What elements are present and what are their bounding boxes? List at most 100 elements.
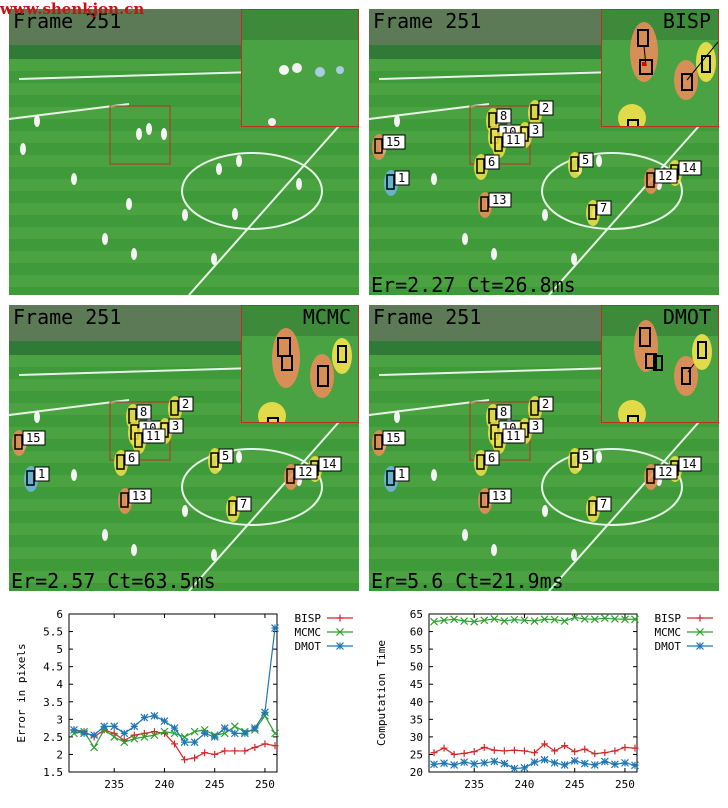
track-box (374, 434, 383, 450)
legend-label: BISP (295, 612, 322, 625)
video-panel-dmot: 15 1 8 2 10 3 11 6 13 5 7 14 12 Frame 251 DMOT Er=5.… (369, 305, 719, 591)
player (491, 248, 497, 260)
data-point (170, 724, 179, 733)
data-point (180, 738, 189, 747)
y-tick-label: 5 (56, 643, 63, 656)
player (126, 198, 132, 210)
data-point (530, 617, 539, 625)
y-axis-label: Error in pixels (15, 643, 28, 742)
data-point (211, 750, 219, 758)
data-point (171, 740, 179, 748)
x-tick-label: 240 (515, 778, 535, 791)
y-tick-label: 35 (410, 713, 423, 726)
field-line (369, 103, 490, 120)
plot-frame (68, 613, 278, 773)
y-tick-label: 2.5 (43, 731, 63, 744)
data-point (571, 748, 579, 756)
y-axis-label: Computation Time (375, 640, 388, 746)
track-id-tag: 13 (488, 192, 512, 208)
data-point (591, 750, 599, 758)
x-tick-label: 245 (205, 778, 225, 791)
y-tick-label: 20 (410, 766, 423, 779)
player (102, 529, 108, 541)
track-box (374, 138, 383, 154)
field-line (548, 404, 715, 591)
player (236, 155, 242, 167)
player (542, 505, 548, 517)
data-point (261, 708, 269, 717)
player (71, 469, 77, 481)
track-id-label: 2 (542, 397, 549, 411)
roi-box (109, 105, 171, 165)
data-point (90, 731, 99, 740)
data-point (190, 738, 199, 747)
data-point (160, 717, 169, 726)
track-box (646, 468, 655, 484)
track-id-label: 14 (682, 161, 696, 175)
track-id-tag: 3 (528, 418, 544, 434)
method-label: MCMC (302, 305, 351, 329)
player (394, 115, 400, 127)
track-id-label: 11 (506, 133, 520, 147)
track-id-label: 11 (146, 429, 160, 443)
video-panel-original: Frame 251 (9, 9, 359, 295)
error-chart: 1.5 2 2.5 3 3.5 4 4.5 5 5.5 6 235 240 245 250 Error in… (15, 608, 353, 791)
data-point (590, 615, 599, 624)
data-point (221, 747, 229, 755)
track-id-label: 3 (532, 123, 539, 137)
track-id-label: 15 (26, 431, 40, 445)
data-point (621, 615, 629, 624)
track-id-tag: 13 (488, 488, 512, 504)
track-id-tag: 13 (128, 488, 152, 504)
field-line (369, 399, 490, 416)
frame-label: Frame 251 (13, 9, 122, 33)
data-point (601, 749, 609, 757)
data-point (590, 761, 599, 769)
track-id-label: 14 (682, 457, 696, 471)
track-box (228, 500, 237, 516)
player (20, 143, 26, 155)
track-id-label: 1 (398, 171, 405, 185)
data-point (490, 614, 499, 623)
frame-label: Frame 251 (373, 9, 482, 33)
player (462, 233, 468, 245)
data-point (440, 759, 448, 768)
data-point (500, 747, 508, 755)
y-tick-label: 65 (410, 608, 423, 621)
data-point (430, 760, 438, 769)
track-box (480, 492, 489, 508)
legend-marker (336, 628, 344, 636)
data-point (600, 757, 609, 766)
data-point (450, 750, 458, 758)
player (102, 233, 108, 245)
data-point (200, 729, 209, 738)
legend-label: DMOT (295, 640, 322, 653)
frame-label: Frame 251 (13, 305, 122, 329)
track-box (646, 172, 655, 188)
data-point (560, 617, 569, 625)
data-point (130, 734, 139, 743)
track-id-tag: 11 (142, 428, 166, 444)
data-point (470, 748, 478, 756)
data-point (150, 728, 158, 736)
data-point (470, 760, 479, 768)
track-id-tag: 1 (394, 170, 410, 186)
track-box (386, 174, 395, 190)
data-point (611, 747, 619, 755)
zoom-inset (601, 9, 719, 127)
track-id-tag: 3 (168, 418, 184, 434)
data-point (450, 761, 459, 769)
data-point (440, 744, 448, 752)
data-point (80, 729, 88, 738)
data-point (110, 722, 119, 731)
track-id-label: 6 (488, 451, 495, 465)
x-tick-label: 240 (155, 778, 175, 791)
track-id-tag: 15 (382, 430, 406, 446)
track-id-label: 5 (582, 153, 589, 167)
player (216, 163, 222, 175)
y-tick-label: 30 (410, 731, 423, 744)
video-panel-mcmc: 15 1 8 2 10 3 11 6 13 5 7 14 12 Frame 251 MCMC Er=2.… (9, 305, 359, 591)
player (232, 208, 238, 220)
y-tick-label: 25 (410, 748, 423, 761)
data-point (531, 749, 539, 757)
